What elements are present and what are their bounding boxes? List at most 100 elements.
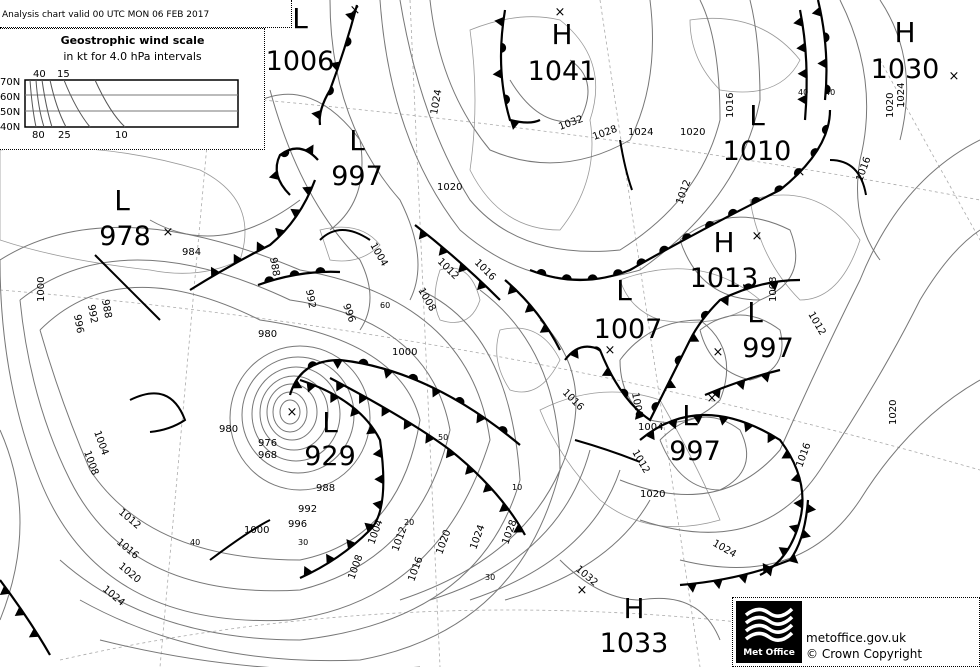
cold-front [679, 499, 817, 593]
isobar-label: 1012 [390, 525, 409, 553]
cold-front-triangle [445, 448, 456, 459]
isobar-label: 1000 [244, 525, 269, 536]
cold-front-triangle [366, 425, 377, 435]
occluded-front [811, 0, 831, 101]
isobar-label: 1016 [472, 257, 498, 283]
cold-front-triangle [601, 367, 613, 377]
isobar-label: 992 [85, 304, 99, 325]
warm-front-semicircle [307, 361, 318, 369]
cold-front-triangle [359, 393, 368, 404]
wind-scale-lat-label: 50N [0, 107, 21, 118]
isobar-label: 1020 [680, 127, 705, 138]
cold-front-triangle [0, 585, 11, 595]
cold-front-triangle [432, 387, 442, 398]
warm-front-semicircle [501, 42, 507, 53]
central-pressure-value: 929 [304, 441, 356, 472]
wind-speed-label: 30 [485, 573, 495, 582]
warm-front-semicircle [455, 396, 465, 405]
cold-front-triangle [569, 348, 579, 359]
cold-front-triangle [692, 415, 703, 425]
cold-front-triangle [806, 503, 817, 514]
warm-front-semicircle [561, 274, 572, 280]
cold-front-triangle [781, 449, 792, 459]
isobar-label: 1016 [725, 93, 736, 118]
cold-front-triangle [326, 553, 336, 564]
wind-speed-label: 40 [190, 538, 200, 547]
low-pressure-letter: L [747, 296, 763, 329]
cold-front-triangle [477, 280, 487, 291]
wind-speed-label: 10 [512, 483, 522, 492]
wind-scale-bottom-label: 10 [115, 130, 128, 141]
cold-front-triangle [686, 583, 697, 593]
front-line [414, 224, 501, 301]
front-line [329, 377, 526, 536]
isobar-label: 1012 [629, 448, 651, 476]
warm-front [529, 109, 832, 282]
centre-cross-icon: × [163, 225, 174, 240]
warm-front-semicircle [345, 36, 352, 47]
cold-front-triangle [796, 42, 806, 53]
cold-front-triangle [744, 422, 754, 433]
centre-cross-icon: × [577, 583, 588, 598]
cold-front-triangle [645, 430, 655, 441]
isobar-label: 992 [303, 289, 317, 310]
cold-front-triangle [372, 500, 383, 510]
cold-front-triangle [788, 524, 799, 534]
cold-front-triangle [797, 94, 807, 105]
cold-front-triangle [793, 498, 803, 509]
wind-scale-bottom-label: 80 [32, 130, 45, 141]
front-line [529, 109, 832, 282]
isobar-label: 1012 [674, 178, 693, 206]
met-office-footer: Met Office metoffice.gov.uk © Crown Copy… [732, 597, 980, 667]
wind-speed-label: 60 [380, 301, 390, 310]
isobar-label: 1032 [557, 114, 585, 133]
isobar-label: 984 [182, 247, 201, 258]
high-pressure-letter: H [713, 226, 734, 259]
warm-front-semicircle [315, 267, 326, 273]
cold-front-triangle [364, 522, 375, 533]
isobar-label: 1020 [434, 528, 453, 556]
isobar-label: 1024 [711, 538, 739, 560]
warm-front-semicircle [587, 274, 598, 280]
cold-front-triangle [524, 303, 535, 313]
cold-front-triangle [711, 388, 721, 399]
isobar-label: 996 [340, 302, 357, 324]
cold-front-triangle [735, 379, 746, 391]
central-pressure-value: 997 [669, 436, 721, 467]
warm-front [257, 267, 341, 287]
cold-front-triangle [763, 566, 773, 577]
warm-front-semicircle [289, 270, 300, 277]
central-pressure-value: 997 [742, 333, 794, 364]
low-pressure-letter: L [749, 99, 765, 132]
occluded-front [288, 358, 521, 446]
cold-front-triangle [790, 473, 801, 483]
central-pressure-value: 1006 [266, 46, 335, 77]
central-pressure-value: 1007 [594, 314, 663, 345]
cold-front-triangle [667, 419, 678, 430]
central-pressure-value: 1033 [600, 628, 669, 659]
centre-cross-icon: × [707, 391, 718, 406]
cold-front-triangle [329, 61, 341, 71]
fronts [0, 0, 832, 656]
wind-scale-subtitle: in kt for 4.0 hPa intervals [63, 50, 202, 63]
cold-front-triangle [346, 539, 356, 550]
cold-front-triangle [494, 16, 504, 27]
cold-front-triangle [768, 281, 779, 292]
cold-front-triangle [738, 573, 748, 584]
high-pressure-letter: H [623, 592, 644, 625]
cold-front-triangle [665, 379, 677, 389]
low-pressure-letter: L [114, 184, 130, 217]
isobar-label: 1020 [437, 182, 462, 193]
centre-cross-icon: × [555, 5, 566, 20]
cold-front-triangle [797, 68, 807, 79]
low-pressure-letter: L [349, 124, 365, 157]
cold-front-triangle [760, 372, 771, 383]
warm-front-semicircle [504, 94, 510, 105]
warm-front-semicircle [751, 197, 761, 205]
website-link[interactable]: metoffice.gov.uk [806, 631, 907, 645]
warm-front-semicircle [743, 283, 754, 290]
cold-front-triangle [499, 502, 510, 512]
front-line [679, 499, 810, 587]
centre-cross-icon: × [287, 405, 298, 420]
cold-front-triangle [465, 464, 475, 475]
